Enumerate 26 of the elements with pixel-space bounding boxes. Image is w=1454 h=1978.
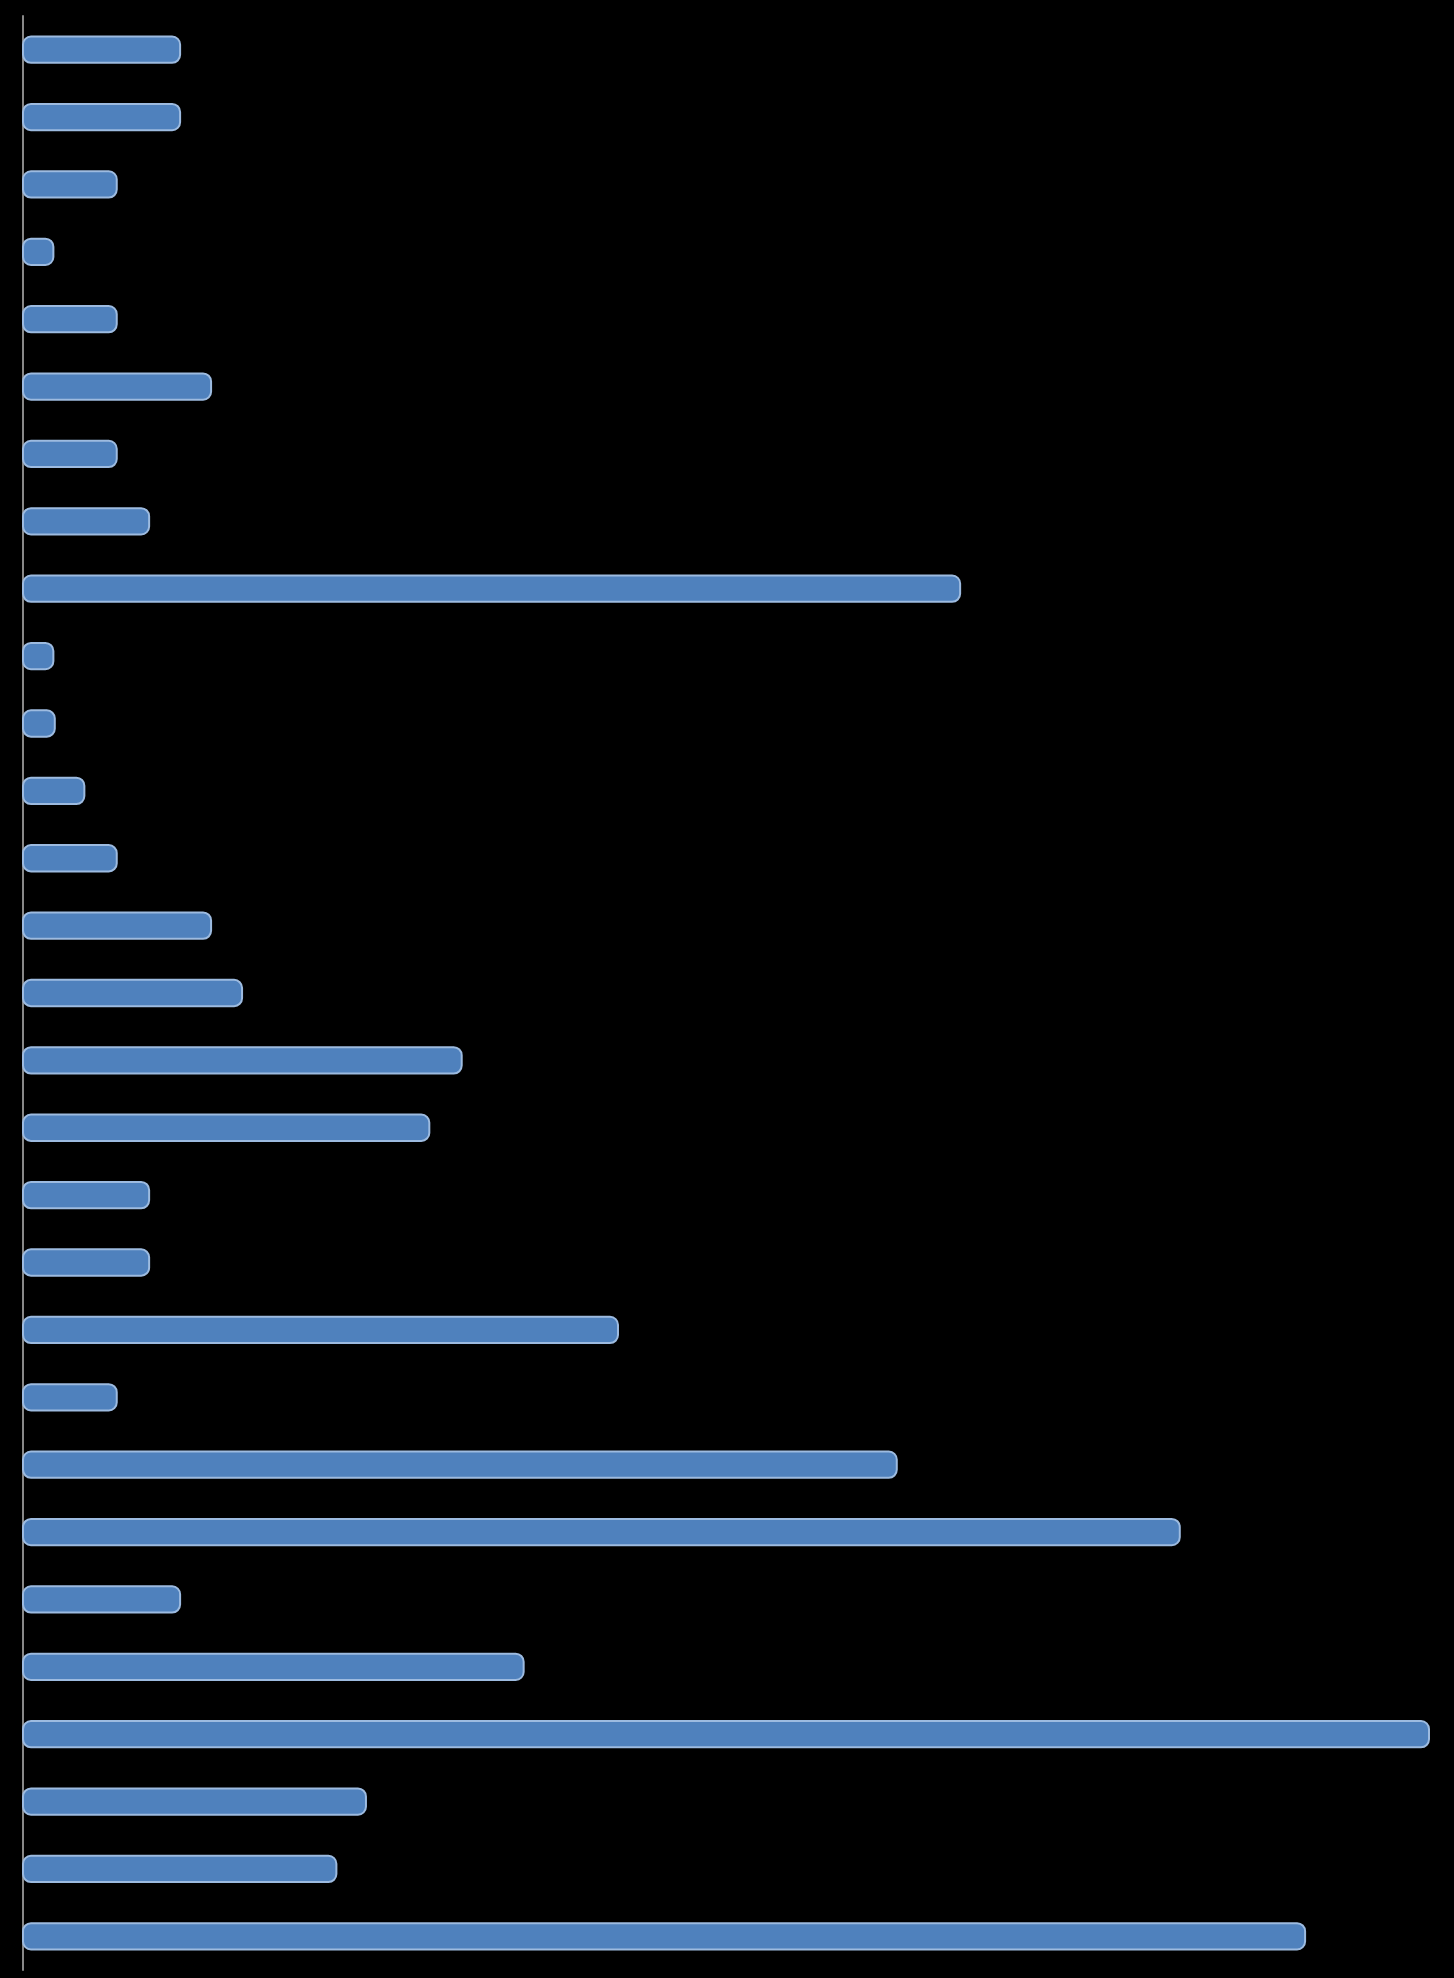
bar (22, 1652, 525, 1681)
bar (22, 1787, 367, 1816)
bar (22, 305, 118, 334)
bar (22, 1854, 338, 1884)
bar (22, 844, 118, 873)
bar (22, 1180, 151, 1210)
bar (22, 911, 213, 940)
bar (22, 1113, 431, 1142)
bar (22, 170, 118, 199)
bar (22, 35, 182, 64)
bar (22, 1383, 118, 1412)
bar (22, 1046, 463, 1075)
bar (22, 439, 118, 469)
bar (22, 574, 962, 603)
bar (22, 1517, 1181, 1547)
bar (22, 507, 151, 536)
bar (22, 978, 244, 1008)
bar (22, 1315, 619, 1345)
bar (22, 1585, 182, 1614)
bar (22, 372, 213, 401)
bar (22, 1922, 1307, 1951)
bar (22, 1248, 151, 1277)
bar (22, 1450, 898, 1479)
bar (22, 102, 182, 132)
bar (22, 1720, 1430, 1749)
bar (22, 776, 86, 806)
